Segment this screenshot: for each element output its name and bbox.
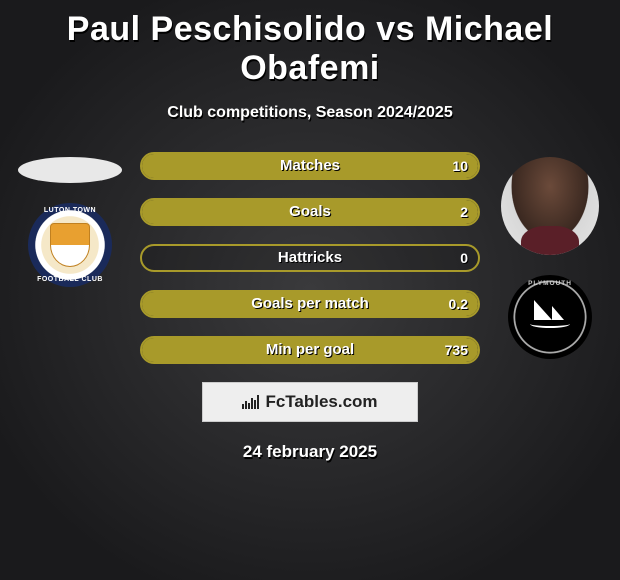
- stat-bar: Min per goalMin per goal735735: [140, 336, 480, 364]
- player-left-column: LUTON TOWN FOOTBALL CLUB: [10, 152, 130, 287]
- subtitle: Club competitions, Season 2024/2025 Club…: [0, 104, 620, 122]
- player-right-column: PLYMOUTH: [490, 152, 610, 359]
- club-badge-right: PLYMOUTH: [508, 275, 592, 359]
- stat-label: MatchesMatches: [142, 154, 478, 178]
- date-text: 24 february 2025 24 february 2025: [0, 442, 620, 462]
- stat-bar: MatchesMatches1010: [140, 152, 480, 180]
- brand-text: FcTables.com: [265, 392, 377, 412]
- club-ring-text-top: PLYMOUTH: [508, 280, 592, 287]
- stat-value-right: 735735: [445, 338, 468, 362]
- club-ring-text-bottom: FOOTBALL CLUB: [28, 276, 112, 283]
- stats-bars: MatchesMatches1010 GoalsGoals22 HattricksH…: [130, 152, 490, 364]
- stat-label: GoalsGoals: [142, 200, 478, 224]
- club-badge-left: LUTON TOWN FOOTBALL CLUB: [28, 203, 112, 287]
- player-left-silhouette: [18, 157, 122, 183]
- stat-value-right: 1010: [452, 154, 468, 178]
- stat-value-right: 0.20.2: [449, 292, 468, 316]
- club-shield-icon: [50, 223, 90, 267]
- club-ring-text-top: LUTON TOWN: [28, 207, 112, 214]
- stat-value-right: 00: [460, 246, 468, 270]
- stat-bar: GoalsGoals22: [140, 198, 480, 226]
- page-title: Paul Peschisolido vs Michael Obafemi Pau…: [0, 0, 620, 88]
- stat-value-right: 22: [460, 200, 468, 224]
- player-right-photo: [501, 157, 599, 255]
- stat-bar: Goals per matchGoals per match0.20.2: [140, 290, 480, 318]
- stat-label: HattricksHattricks: [142, 246, 478, 270]
- stat-label: Goals per matchGoals per match: [142, 292, 478, 316]
- stat-bar: HattricksHattricks00: [140, 244, 480, 272]
- bar-chart-icon: [242, 395, 259, 409]
- boat-icon: [528, 304, 572, 330]
- stat-label: Min per goalMin per goal: [142, 338, 478, 362]
- fctables-watermark: FcTables.com: [202, 382, 418, 422]
- comparison-row: LUTON TOWN FOOTBALL CLUB MatchesMatches1…: [0, 152, 620, 364]
